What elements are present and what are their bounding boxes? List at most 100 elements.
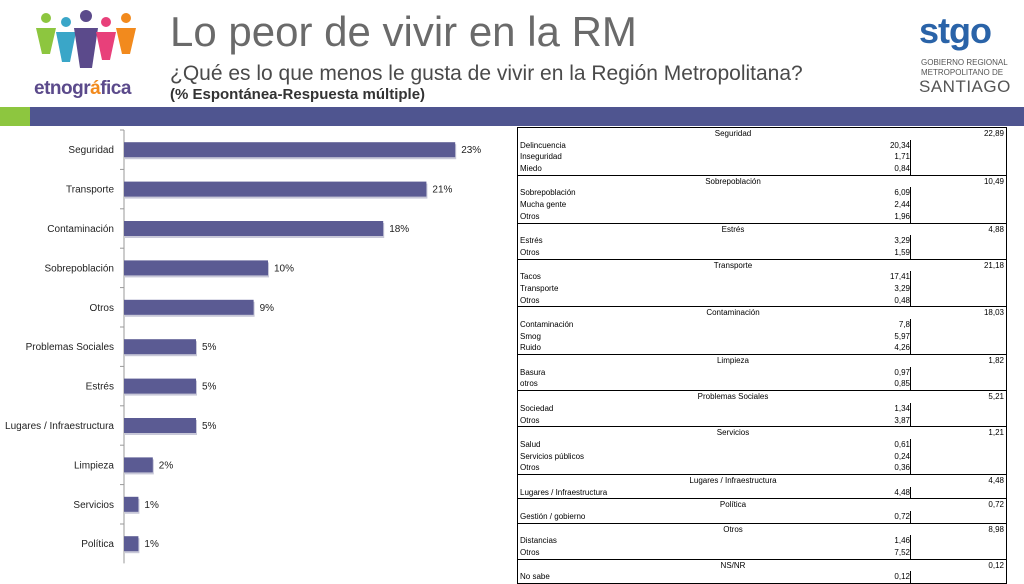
row-label: Smog bbox=[520, 331, 541, 341]
table-row: No sabe 0,12 bbox=[518, 571, 1006, 584]
value-label: 10% bbox=[274, 263, 294, 274]
category-label: Lugares / Infraestructura bbox=[5, 421, 114, 432]
category-label: Sobrepoblación bbox=[45, 263, 115, 274]
bar bbox=[124, 260, 268, 276]
table-group-header: Problemas Sociales 5,21 bbox=[518, 390, 1006, 403]
table-row: Otros 7,52 bbox=[518, 547, 1006, 559]
category-label: Transporte bbox=[66, 185, 114, 196]
table-row: Otros 3,87 bbox=[518, 414, 1006, 427]
table-row: Otros 0,36 bbox=[518, 462, 1006, 474]
group-name: Estrés bbox=[721, 224, 745, 234]
row-value: 20,34 bbox=[889, 140, 910, 150]
row-value: 0,12 bbox=[894, 572, 910, 582]
group-total: 18,03 bbox=[983, 308, 1004, 318]
table-row: Inseguridad 1,71 bbox=[518, 151, 1006, 164]
row-value: 7,8 bbox=[898, 320, 910, 329]
group-name: Limpieza bbox=[716, 356, 749, 366]
row-value: 3,29 bbox=[894, 283, 910, 293]
row-value: 3,87 bbox=[894, 415, 910, 425]
value-label: 1% bbox=[144, 539, 159, 550]
group-name: Seguridad bbox=[714, 129, 752, 138]
detail-table: Seguridad 22,89 Delincuencia 20,34 Insegurid… bbox=[517, 127, 1007, 584]
row-label: Tacos bbox=[520, 272, 541, 282]
table-row: Delincuencia 20,34 bbox=[518, 139, 1006, 152]
value-label: 2% bbox=[159, 460, 174, 471]
bar bbox=[124, 339, 196, 355]
bar bbox=[124, 142, 456, 158]
bar bbox=[124, 181, 427, 197]
table-group-header: Seguridad 22,89 bbox=[518, 128, 1006, 140]
row-label: Estrés bbox=[520, 236, 543, 246]
table-row: Otros 1,59 bbox=[518, 246, 1006, 259]
stgo-logo: stgo GOBIERNO REGIONAL METROPOLITANO DE … bbox=[915, 10, 1015, 100]
stgo-wordmark: stgo bbox=[919, 10, 992, 51]
row-label: Otros bbox=[520, 548, 540, 558]
table-row: Otros 1,96 bbox=[518, 210, 1006, 223]
group-total: 1,21 bbox=[988, 428, 1004, 438]
table-row: Sociedad 1,34 bbox=[518, 402, 1006, 415]
row-blank-cell bbox=[910, 342, 911, 355]
group-total: 10,49 bbox=[983, 176, 1004, 186]
row-value: 1,46 bbox=[894, 536, 910, 546]
row-label: Sobrepoblación bbox=[520, 188, 576, 198]
row-value: 0,97 bbox=[894, 367, 910, 377]
value-label: 5% bbox=[202, 421, 217, 432]
row-blank-cell bbox=[910, 271, 911, 283]
row-blank-cell bbox=[910, 139, 911, 152]
bar bbox=[124, 221, 384, 236]
row-label: Miedo bbox=[520, 164, 542, 174]
row-blank-cell bbox=[910, 571, 911, 584]
row-label: Delincuencia bbox=[520, 140, 566, 150]
stgo-line3: SANTIAGO bbox=[919, 77, 1011, 96]
row-value: 1,96 bbox=[894, 211, 910, 221]
row-value: 0,61 bbox=[894, 439, 910, 449]
table-row: Servicios públicos 0,24 bbox=[518, 450, 1006, 463]
row-label: Gestión / gobierno bbox=[520, 512, 586, 521]
table-row: Sobrepoblación 6,09 bbox=[518, 187, 1006, 200]
row-value: 0,85 bbox=[894, 379, 910, 389]
table-group-header: Política 0,72 bbox=[518, 498, 1006, 511]
group-total: 1,82 bbox=[988, 356, 1004, 366]
row-value: 0,36 bbox=[894, 463, 910, 473]
table-row: Distancias 1,46 bbox=[518, 535, 1006, 548]
group-name: Lugares / Infraestructura bbox=[689, 475, 777, 485]
table-row: Lugares / Infraestructura 4,48 bbox=[518, 486, 1006, 499]
row-blank-cell bbox=[910, 462, 911, 474]
accent-band bbox=[0, 107, 30, 126]
category-label: Otros bbox=[90, 303, 114, 314]
bar-chart: Seguridad 23% Transporte 21% Contaminación 18… bbox=[5, 129, 481, 564]
row-label: Ruido bbox=[520, 343, 541, 353]
value-label: 5% bbox=[202, 382, 217, 393]
group-name: Servicios bbox=[716, 428, 750, 438]
row-value: 0,24 bbox=[894, 451, 910, 461]
row-blank-cell bbox=[910, 319, 911, 331]
row-label: Otros bbox=[520, 211, 540, 221]
row-value: 1,34 bbox=[894, 403, 910, 413]
value-label: 23% bbox=[461, 145, 481, 156]
category-label: Problemas Sociales bbox=[26, 342, 114, 353]
category-label: Servicios bbox=[73, 500, 114, 511]
row-label: Contaminación bbox=[520, 320, 574, 329]
group-total: 8,98 bbox=[988, 524, 1004, 534]
group-name: Problemas Sociales bbox=[697, 392, 769, 402]
table-group-header: Limpieza 1,82 bbox=[518, 354, 1006, 367]
table-row: Estrés 3,29 bbox=[518, 235, 1006, 247]
row-value: 0,84 bbox=[894, 164, 910, 174]
row-value: 5,97 bbox=[894, 331, 910, 341]
row-label: Otros bbox=[520, 247, 540, 257]
row-label: Inseguridad bbox=[520, 152, 562, 162]
group-name: Otros bbox=[723, 524, 743, 534]
row-blank-cell bbox=[910, 547, 911, 559]
category-label: Estrés bbox=[86, 382, 114, 393]
row-label: Lugares / Infraestructura bbox=[520, 487, 608, 497]
bar bbox=[124, 378, 196, 394]
table-group-header: Contaminación 18,03 bbox=[518, 306, 1006, 319]
header-band bbox=[30, 107, 1024, 126]
row-label: Basura bbox=[520, 367, 546, 377]
etnografica-logo: etnográfica bbox=[30, 8, 142, 100]
stgo-line2: METROPOLITANO DE bbox=[921, 68, 1004, 77]
row-blank-cell bbox=[910, 330, 911, 343]
value-label: 9% bbox=[260, 303, 275, 314]
group-total: 5,21 bbox=[988, 392, 1004, 402]
category-label: Política bbox=[81, 539, 114, 550]
